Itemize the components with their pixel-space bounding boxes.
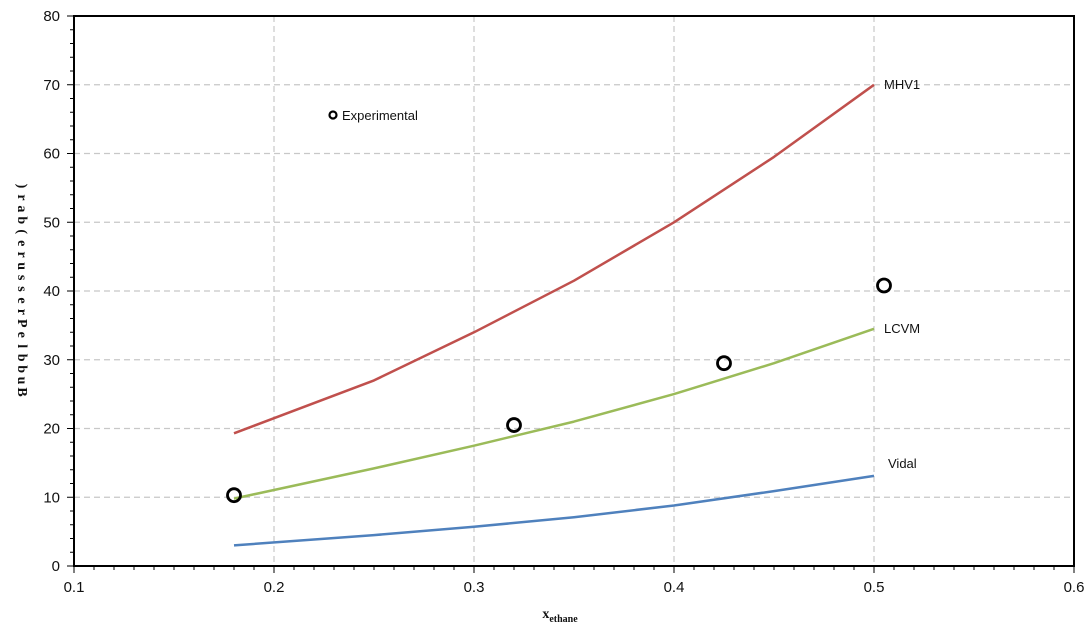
- y-tick-label: 70: [43, 77, 60, 94]
- y-tick-label: 50: [43, 214, 60, 231]
- x-tick-label: 0.5: [864, 579, 885, 596]
- series-line-lcvm: [233, 327, 875, 500]
- y-axis-title-char: a: [14, 205, 29, 212]
- x-tick-label: 0.4: [664, 579, 685, 596]
- y-axis-title-char: B: [14, 387, 29, 396]
- y-axis-title-char: s: [14, 275, 29, 281]
- x-axis-title-sub: ethane: [549, 614, 578, 625]
- series-label-mhv1: MHV1: [884, 77, 920, 92]
- series-layer: MHV1 LCVM Vidal: [226, 77, 920, 547]
- y-axis-title-char: e: [14, 297, 29, 303]
- y-axis-title-char: ): [14, 184, 29, 189]
- x-tick-label: 0.6: [1064, 579, 1085, 596]
- y-axis-title-char: e: [14, 332, 29, 338]
- y-axis-title-char: b: [14, 216, 29, 224]
- data-point-experimental: [226, 487, 242, 504]
- legend-marker: [328, 110, 338, 120]
- y-axis-title-char: s: [14, 286, 29, 292]
- data-point-experimental: [506, 417, 522, 433]
- y-axis-title-char: P: [14, 319, 29, 328]
- series-line-mhv1: [233, 83, 875, 435]
- y-axis-title-char: u: [14, 262, 29, 270]
- y-tick-label: 20: [43, 421, 60, 438]
- series-line-vidal: [233, 474, 875, 547]
- legend: Experimental: [328, 108, 418, 123]
- series-label-lcvm: LCVM: [884, 321, 920, 336]
- x-tick-label: 0.3: [464, 579, 485, 596]
- data-point-experimental: [716, 355, 732, 372]
- y-axis-title-char: b: [14, 354, 29, 362]
- y-axis-title-char: e: [14, 240, 29, 246]
- x-tick-label: 0.1: [64, 579, 85, 596]
- y-tick-label: 40: [43, 283, 60, 300]
- y-tick-label: 30: [43, 352, 60, 369]
- y-axis-title-char: r: [14, 309, 29, 315]
- labels: 0.1 0.2 0.3 0.4 0.5 0.6 0 10 20 30 40 50 60 70 80: [43, 8, 1084, 596]
- legend-label: Experimental: [342, 108, 418, 123]
- y-axis-title-char: b: [14, 365, 29, 373]
- data-point-experimental: [876, 277, 892, 294]
- ticks: [67, 15, 1075, 573]
- x-axis-title: xethane: [542, 607, 578, 625]
- y-axis-title-char: u: [14, 377, 29, 385]
- grid: [74, 16, 1074, 566]
- y-axis-title-char: r: [14, 252, 29, 258]
- y-tick-label: 0: [52, 558, 60, 575]
- y-tick-label: 60: [43, 146, 60, 163]
- x-tick-label: 0.2: [264, 579, 285, 596]
- x-axis-title-main: x: [542, 607, 549, 622]
- y-tick-label: 10: [43, 489, 60, 506]
- y-axis-title-char: (: [14, 229, 29, 234]
- y-axis-title-char: l: [14, 344, 29, 348]
- y-tick-label: 80: [43, 8, 60, 25]
- y-axis-title-char: r: [14, 194, 29, 200]
- series-label-vidal: Vidal: [888, 456, 917, 471]
